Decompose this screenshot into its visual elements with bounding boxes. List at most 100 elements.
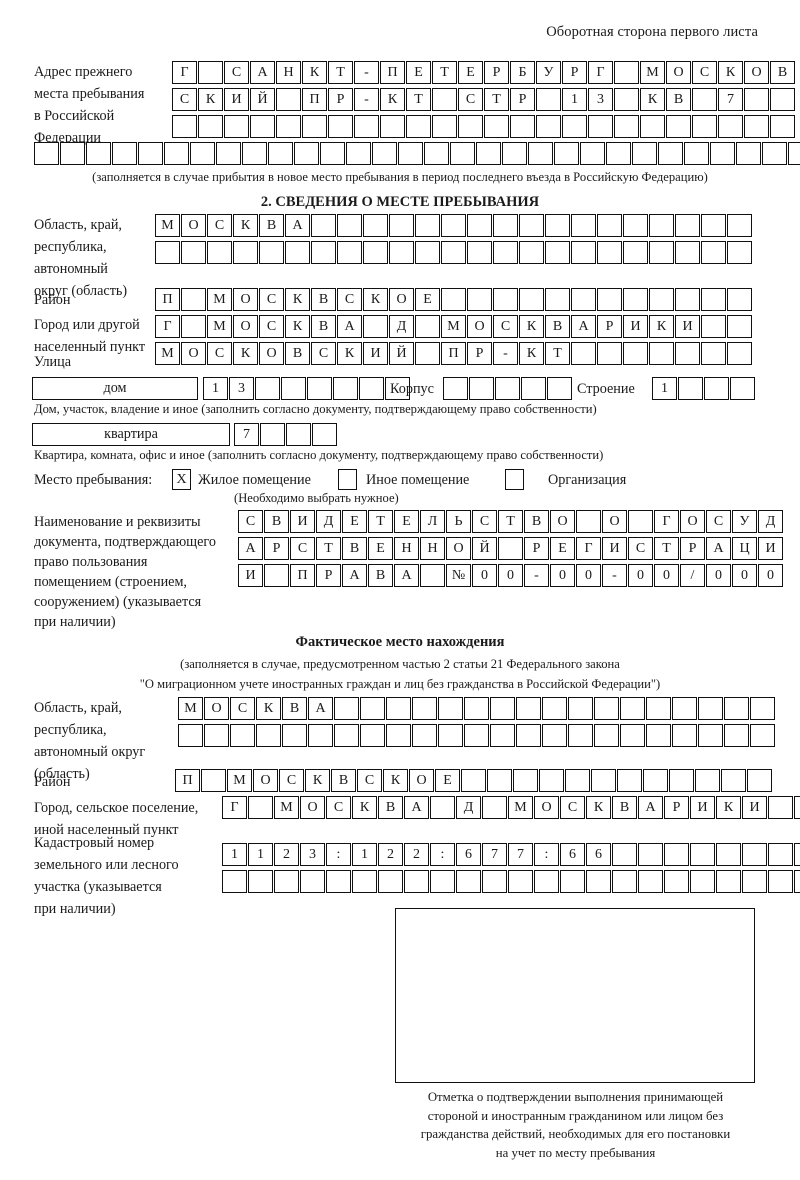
document-r1-cell-15[interactable]: О [602,510,627,533]
previous-address-r4-cell-18[interactable] [476,142,501,165]
actual-region-r2-cell-8[interactable] [360,724,385,747]
actual-region-r2-cell-7[interactable] [334,724,359,747]
document-r3-cell-5[interactable]: А [342,564,367,587]
street-cell-1[interactable]: М [155,342,180,365]
region-r2-cell-2[interactable] [181,241,206,264]
actual-city-cell-16[interactable]: В [612,796,637,819]
house-number-cell-7[interactable] [359,377,384,400]
region-r2-cell-17[interactable] [571,241,596,264]
actual-city-cell-2[interactable] [248,796,273,819]
previous-address-row-4[interactable] [34,142,800,165]
previous-address-r4-cell-20[interactable] [528,142,553,165]
document-row-3[interactable]: И П Р А В А № 0 0-0 0-0 0/0 0 0 [238,564,783,587]
region-r2-cell-14[interactable] [493,241,518,264]
cadastral-r2-cell-14[interactable] [560,870,585,893]
city-cell-2[interactable] [181,315,206,338]
previous-address-r3-cell-2[interactable] [198,115,223,138]
cadastral-r2-cell-5[interactable] [326,870,351,893]
city-cell-22[interactable] [701,315,726,338]
house-number-cell-5[interactable] [307,377,332,400]
korpus-cell-3[interactable] [495,377,520,400]
document-r2-cell-7[interactable]: Н [394,537,419,560]
previous-address-r1-cell-11[interactable]: Т [432,61,457,84]
district-cell-18[interactable] [597,288,622,311]
cadastral-r2-cell-10[interactable] [456,870,481,893]
region-r2-cell-9[interactable] [363,241,388,264]
district-cell-12[interactable] [441,288,466,311]
city-cell-5[interactable]: С [259,315,284,338]
previous-address-r2-cell-19[interactable]: К [640,88,665,111]
actual-region-r1-cell-9[interactable] [386,697,411,720]
region-r1-cell-11[interactable] [415,214,440,237]
previous-address-r1-cell-22[interactable]: К [718,61,743,84]
actual-city-cell-1[interactable]: Г [222,796,247,819]
cadastral-r2-cell-15[interactable] [586,870,611,893]
actual-city-cell-10[interactable]: Д [456,796,481,819]
cadastral-r1-cell-19[interactable] [690,843,715,866]
document-r2-cell-6[interactable]: Е [368,537,393,560]
actual-district-cell-11[interactable]: Е [435,769,460,792]
document-r2-cell-18[interactable]: Р [680,537,705,560]
actual-city-cell-12[interactable]: М [508,796,533,819]
house-number-cell-4[interactable] [281,377,306,400]
previous-address-r3-cell-13[interactable] [484,115,509,138]
document-r3-cell-20[interactable]: 0 [732,564,757,587]
cadastral-r2-cell-9[interactable] [430,870,455,893]
actual-region-r2-cell-1[interactable] [178,724,203,747]
region-r1-cell-23[interactable] [727,214,752,237]
document-r2-cell-11[interactable] [498,537,523,560]
previous-address-r4-cell-17[interactable] [450,142,475,165]
actual-district-cell-1[interactable]: П [175,769,200,792]
actual-region-r2-cell-10[interactable] [412,724,437,747]
district-cell-3[interactable]: М [207,288,232,311]
actual-region-r1-cell-18[interactable] [620,697,645,720]
previous-address-r3-cell-10[interactable] [406,115,431,138]
actual-region-r2-cell-19[interactable] [646,724,671,747]
city-cell-8[interactable]: А [337,315,362,338]
document-r1-cell-5[interactable]: Е [342,510,367,533]
region-r2-cell-10[interactable] [389,241,414,264]
previous-address-r1-cell-23[interactable]: О [744,61,769,84]
actual-region-r1-cell-13[interactable] [490,697,515,720]
previous-address-r4-cell-16[interactable] [424,142,449,165]
previous-address-r4-cell-22[interactable] [580,142,605,165]
street-cell-6[interactable]: В [285,342,310,365]
actual-region-r1-cell-19[interactable] [646,697,671,720]
district-cell-14[interactable] [493,288,518,311]
cadastral-r1-cell-12[interactable]: 7 [508,843,533,866]
cadastral-r1-cell-11[interactable]: 7 [482,843,507,866]
region-r1-cell-7[interactable] [311,214,336,237]
region-r1-cell-16[interactable] [545,214,570,237]
actual-region-r2-cell-3[interactable] [230,724,255,747]
actual-city-cell-15[interactable]: К [586,796,611,819]
street-cell-4[interactable]: К [233,342,258,365]
korpus-cell-5[interactable] [547,377,572,400]
actual-city-cell-21[interactable]: И [742,796,767,819]
previous-address-r3-cell-15[interactable] [536,115,561,138]
document-r2-cell-19[interactable]: А [706,537,731,560]
cadastral-r1-cell-22[interactable] [768,843,793,866]
district-cell-16[interactable] [545,288,570,311]
actual-region-r1-cell-10[interactable] [412,697,437,720]
document-r1-cell-18[interactable]: О [680,510,705,533]
previous-address-r1-cell-4[interactable]: А [250,61,275,84]
region-r2-cell-23[interactable] [727,241,752,264]
document-r2-cell-14[interactable]: Г [576,537,601,560]
previous-address-r4-cell-3[interactable] [86,142,111,165]
previous-address-r4-cell-15[interactable] [398,142,423,165]
actual-region-r1-cell-7[interactable] [334,697,359,720]
region-r1-cell-4[interactable]: К [233,214,258,237]
previous-address-r1-cell-24[interactable]: В [770,61,795,84]
street-cell-8[interactable]: К [337,342,362,365]
region-r1-cell-17[interactable] [571,214,596,237]
previous-address-r2-cell-14[interactable]: Р [510,88,535,111]
city-cell-13[interactable]: О [467,315,492,338]
region-r1-cell-15[interactable] [519,214,544,237]
region-r1-cell-14[interactable] [493,214,518,237]
street-cell-9[interactable]: И [363,342,388,365]
district-cell-22[interactable] [701,288,726,311]
region-r2-cell-21[interactable] [675,241,700,264]
document-r1-cell-13[interactable]: О [550,510,575,533]
